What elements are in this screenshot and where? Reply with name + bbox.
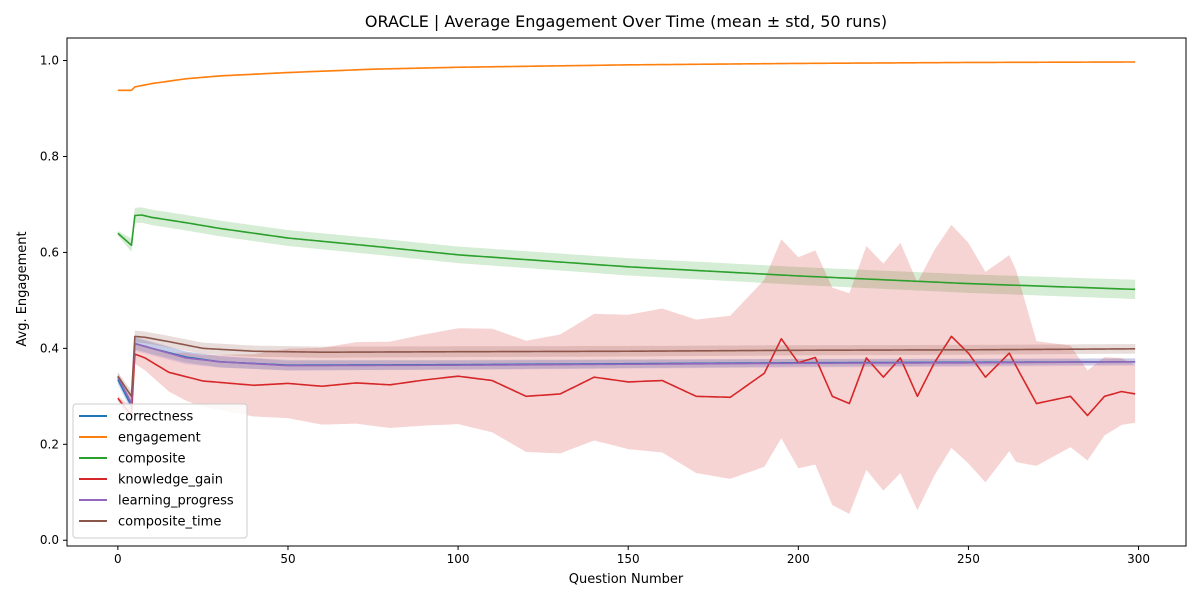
legend-box: [72, 403, 248, 539]
std-band-composite-time: [117, 330, 1136, 402]
x-axis-label: Question Number: [569, 572, 684, 587]
mean-lines: [117, 61, 1136, 417]
y-tick-label: 0.4: [40, 341, 59, 355]
x-tick-label: 200: [787, 552, 810, 566]
y-axis-label: Avg. Engagement: [15, 231, 30, 346]
chart-title: ORACLE | Average Engagement Over Time (m…: [365, 12, 887, 31]
series-line-composite: [117, 214, 1136, 291]
series-line-composite-time: [117, 335, 1136, 398]
y-tick-label: 0.6: [40, 245, 59, 259]
legend-label-correctness: correctness: [118, 410, 194, 425]
y-tick-label: 0.0: [40, 533, 59, 547]
std-band-composite: [117, 207, 1136, 299]
y-tick-label: 0.8: [40, 149, 59, 163]
legend-label-composite: composite: [118, 452, 185, 467]
x-tick-label: 250: [957, 552, 980, 566]
y-tick-label: 0.2: [40, 437, 59, 451]
legend-label-knowledge-gain: knowledge_gain: [118, 473, 223, 488]
plot-frame: [66, 37, 1187, 547]
y-axis-ticks: 0.0 0.2 0.4 0.6 0.8 1.0: [40, 54, 67, 547]
legend: correctness engagement composite knowledge_…: [72, 403, 248, 539]
x-tick-label: 100: [447, 552, 470, 566]
legend-label-composite-time: composite_time: [118, 515, 221, 530]
legend-label-learning-progress: learning_progress: [118, 494, 234, 509]
legend-label-engagement: engagement: [118, 431, 201, 446]
x-tick-label: 300: [1127, 552, 1150, 566]
std-band-knowledge-gain: [117, 224, 1136, 514]
y-tick-label: 1.0: [40, 54, 59, 68]
x-axis-ticks: 0 50 100 150 200 250 300: [114, 546, 1150, 566]
x-tick-label: 150: [617, 552, 640, 566]
x-tick-label: 0: [114, 552, 122, 566]
series-line-learning-progress: [117, 342, 1136, 405]
x-tick-label: 50: [280, 552, 295, 566]
series-line-engagement: [117, 61, 1136, 92]
